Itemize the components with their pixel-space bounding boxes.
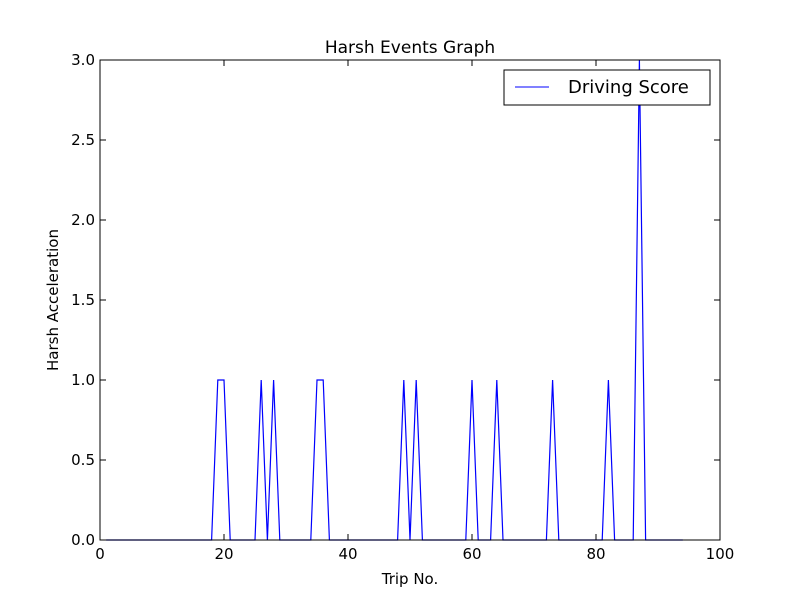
y-axis-ticks: 0.0 0.5 1.0 1.5 2.0 2.5 3.0 — [71, 51, 720, 549]
x-tick-label: 80 — [586, 545, 605, 563]
x-tick-label: 0 — [95, 545, 105, 563]
y-tick-label: 3.0 — [71, 51, 95, 69]
x-tick-label: 20 — [214, 545, 233, 563]
x-tick-label: 40 — [338, 545, 357, 563]
y-tick-label: 1.5 — [71, 291, 95, 309]
legend-box — [503, 69, 711, 106]
x-tick-label: 60 — [462, 545, 481, 563]
y-tick-label: 0.0 — [71, 531, 95, 549]
x-axis-label: Trip No. — [381, 570, 438, 588]
y-tick-label: 2.5 — [71, 131, 95, 149]
chart-title: Harsh Events Graph — [325, 38, 495, 58]
y-tick-label: 0.5 — [71, 451, 95, 469]
series-layer — [106, 59, 683, 541]
y-tick-label: 1.0 — [71, 371, 95, 389]
series-line-driving-score — [106, 59, 683, 541]
x-tick-label: 100 — [706, 545, 735, 563]
x-axis-ticks: 0 20 40 60 80 100 — [95, 60, 734, 563]
legend: Driving Score — [503, 69, 711, 106]
y-tick-label: 2.0 — [71, 211, 95, 229]
legend-label-driving-score: Driving Score — [568, 77, 689, 98]
plot-frame — [99, 59, 721, 541]
y-axis-label: Harsh Acceleration — [44, 229, 62, 371]
